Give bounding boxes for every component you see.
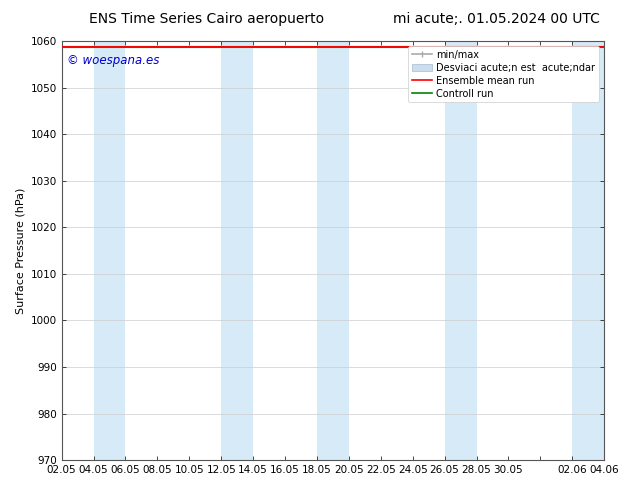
Y-axis label: Surface Pressure (hPa): Surface Pressure (hPa) (15, 187, 25, 314)
Legend: min/max, Desviaci acute;n est  acute;ndar, Ensemble mean run, Controll run: min/max, Desviaci acute;n est acute;ndar… (408, 46, 599, 102)
Bar (573, 41, 604, 460)
Bar (317, 41, 349, 460)
Text: © woespana.es: © woespana.es (67, 53, 160, 67)
Text: mi acute;. 01.05.2024 00 UTC: mi acute;. 01.05.2024 00 UTC (393, 12, 600, 26)
Bar (221, 41, 253, 460)
Text: ENS Time Series Cairo aeropuerto: ENS Time Series Cairo aeropuerto (89, 12, 324, 26)
Bar (444, 41, 477, 460)
Bar (94, 41, 126, 460)
